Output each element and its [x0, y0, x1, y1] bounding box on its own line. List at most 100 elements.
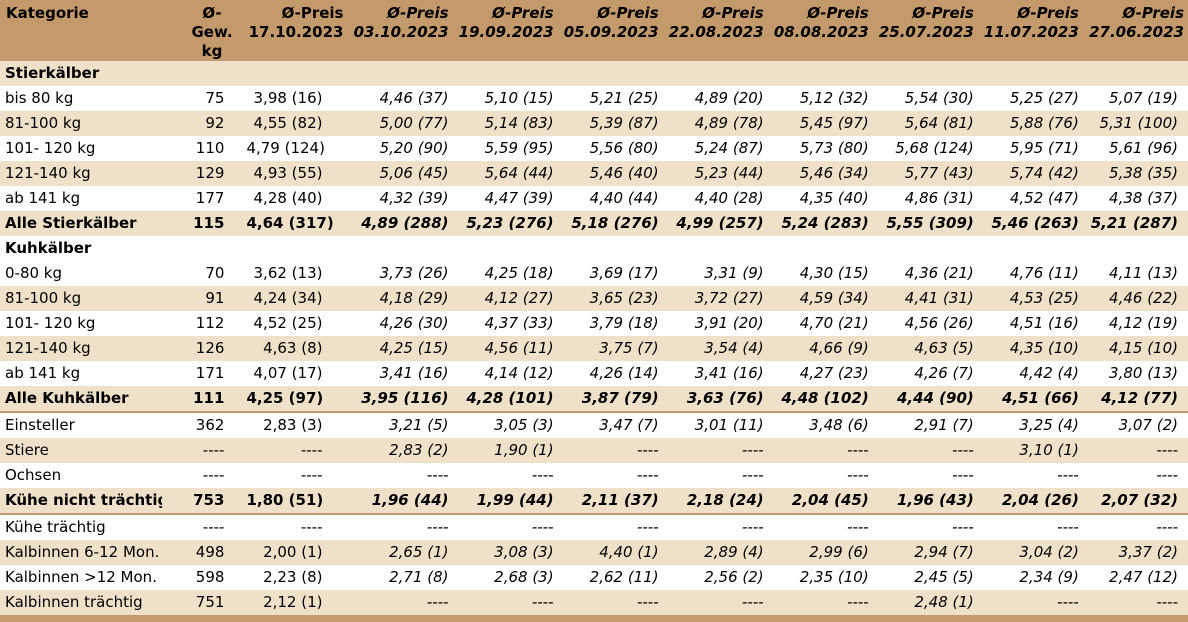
- row-price-2: 4,28 (101): [452, 386, 558, 412]
- row-price-7: 5,88 (76): [977, 111, 1083, 136]
- row-price-8: 4,46 (22): [1082, 286, 1188, 311]
- row-category: 101- 120 kg: [0, 136, 162, 161]
- section-header: Kuhkälber: [0, 236, 1188, 261]
- row-price-2: 5,23 (276): [452, 211, 558, 236]
- row-price-8: 2,47 (12): [1082, 565, 1188, 590]
- row-price-7: 4,51 (66): [977, 386, 1083, 412]
- section-header: Stierkälber: [0, 61, 1188, 86]
- row-price-1: ----: [347, 513, 453, 540]
- row-price-3: ----: [557, 513, 663, 540]
- row-price-3: 4,40 (44): [557, 186, 663, 211]
- row-category: Alle Stierkälber: [0, 211, 162, 236]
- row-price-8: 3,80 (13): [1082, 361, 1188, 386]
- header-price-date: 27.06.2023: [1089, 23, 1184, 41]
- row-weight: ----: [161, 438, 243, 463]
- row-weight: ----: [161, 463, 243, 488]
- row-price-7: 4,52 (47): [977, 186, 1083, 211]
- row-category: 81-100 kg: [0, 111, 162, 136]
- row-price-1: 5,06 (45): [347, 161, 453, 186]
- header-price-date: 11.07.2023: [983, 23, 1079, 41]
- row-price-7: 5,74 (42): [977, 161, 1083, 186]
- row-price-4: 3,31 (9): [662, 261, 768, 286]
- row-price-5: 4,35 (40): [767, 186, 873, 211]
- total-row: Alle Stierkälber 115 4,64 (317) 4,89 (288) 5…: [0, 211, 1188, 236]
- row-category: 101- 120 kg: [0, 311, 162, 336]
- header-price-2: Ø-Preis 19.09.2023: [452, 0, 558, 61]
- row-price-0: 3,62 (13): [242, 261, 348, 286]
- row-category: 81-100 kg: [0, 286, 162, 311]
- row-price-6: ----: [872, 463, 978, 488]
- row-price-0: 4,24 (34): [242, 286, 348, 311]
- row-price-5: 5,46 (34): [767, 161, 873, 186]
- row-price-1: 2,71 (8): [347, 565, 453, 590]
- row-weight: 115: [161, 211, 243, 236]
- table-row: ab 141 kg 171 4,07 (17) 3,41 (16) 4,14 (12) 4…: [0, 361, 1188, 386]
- header-price-date: 05.09.2023: [563, 23, 659, 41]
- header-price-label: Ø-Preis: [281, 4, 344, 22]
- row-price-1: 4,26 (30): [347, 311, 453, 336]
- table-row: 121-140 kg 126 4,63 (8) 4,25 (15) 4,56 (11) 3…: [0, 336, 1188, 361]
- row-price-0: ----: [242, 463, 348, 488]
- row-price-2: 4,56 (11): [452, 336, 558, 361]
- row-category: Einsteller: [0, 411, 162, 438]
- row-weight: 177: [161, 186, 243, 211]
- row-price-8: 4,11 (13): [1082, 261, 1188, 286]
- row-price-2: 4,37 (33): [452, 311, 558, 336]
- row-price-4: ----: [662, 463, 768, 488]
- row-price-1: ----: [347, 590, 453, 615]
- row-price-6: 4,44 (90): [872, 386, 978, 412]
- row-price-2: 5,59 (95): [452, 136, 558, 161]
- row-price-5: ----: [767, 590, 873, 615]
- row-price-8: ----: [1082, 590, 1188, 615]
- row-price-3: ----: [557, 438, 663, 463]
- row-price-0: 3,98 (16): [242, 86, 348, 111]
- header-price-1: Ø-Preis 03.10.2023: [347, 0, 453, 61]
- row-price-5: 4,27 (23): [767, 361, 873, 386]
- header-price-6: Ø-Preis 25.07.2023: [872, 0, 978, 61]
- row-price-5: 5,45 (97): [767, 111, 873, 136]
- row-price-4: 4,89 (20): [662, 86, 768, 111]
- table-row: ab 141 kg 177 4,28 (40) 4,32 (39) 4,47 (39) 4…: [0, 186, 1188, 211]
- footer-bar: [0, 615, 1188, 622]
- header-price-date: 17.10.2023: [248, 23, 344, 41]
- row-weight: 91: [161, 286, 243, 311]
- row-price-2: 3,08 (3): [452, 540, 558, 565]
- row-price-3: 5,39 (87): [557, 111, 663, 136]
- row-weight: 171: [161, 361, 243, 386]
- row-price-8: 4,15 (10): [1082, 336, 1188, 361]
- row-price-7: 2,04 (26): [977, 488, 1083, 514]
- row-weight: 112: [161, 311, 243, 336]
- row-category: bis 80 kg: [0, 86, 162, 111]
- row-price-3: 5,18 (276): [557, 211, 663, 236]
- row-price-7: 4,35 (10): [977, 336, 1083, 361]
- row-price-5: ----: [767, 513, 873, 540]
- row-price-6: 1,96 (43): [872, 488, 978, 514]
- table-row: 101- 120 kg 112 4,52 (25) 4,26 (30) 4,37 (33…: [0, 311, 1188, 336]
- row-price-3: 3,65 (23): [557, 286, 663, 311]
- row-price-8: 5,07 (19): [1082, 86, 1188, 111]
- row-price-8: ----: [1082, 513, 1188, 540]
- row-price-3: 5,46 (40): [557, 161, 663, 186]
- row-price-0: 2,12 (1): [242, 590, 348, 615]
- row-price-4: 2,56 (2): [662, 565, 768, 590]
- row-price-4: 3,72 (27): [662, 286, 768, 311]
- header-price-label: Ø-Preis: [912, 4, 974, 22]
- table-row: Kalbinnen >12 Mon. 598 2,23 (8) 2,71 (8) 2,6…: [0, 565, 1188, 590]
- row-price-3: 4,40 (1): [557, 540, 663, 565]
- row-price-7: ----: [977, 463, 1083, 488]
- header-price-label: Ø-Preis: [492, 4, 554, 22]
- table-row: Kalbinnen trächtig 751 2,12 (1) ---- ---- ---…: [0, 590, 1188, 615]
- row-category: 121-140 kg: [0, 161, 162, 186]
- row-category: 0-80 kg: [0, 261, 162, 286]
- row-price-7: 5,25 (27): [977, 86, 1083, 111]
- header-price-8: Ø-Preis 27.06.2023: [1082, 0, 1188, 61]
- row-weight: 70: [161, 261, 243, 286]
- row-price-4: ----: [662, 513, 768, 540]
- header-price-date: 22.08.2023: [668, 23, 764, 41]
- row-price-8: 4,12 (19): [1082, 311, 1188, 336]
- row-price-7: ----: [977, 513, 1083, 540]
- row-price-2: 5,64 (44): [452, 161, 558, 186]
- header-price-label: Ø-Preis: [387, 4, 449, 22]
- row-price-8: 5,61 (96): [1082, 136, 1188, 161]
- row-price-5: 5,24 (283): [767, 211, 873, 236]
